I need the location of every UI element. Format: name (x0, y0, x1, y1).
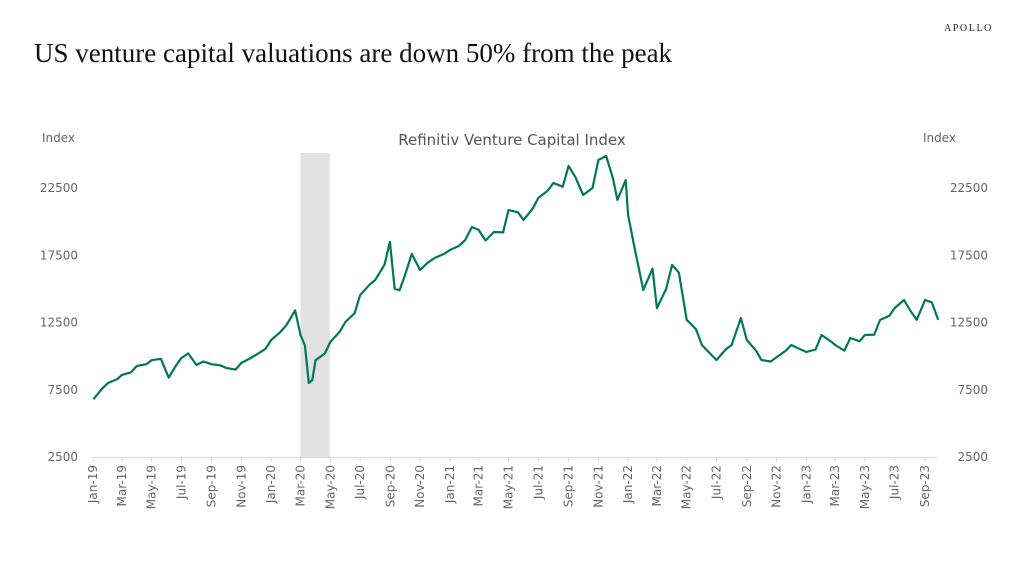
x-tick-label: Jan-23 (799, 465, 813, 504)
y-tick-label-right: 7500 (957, 383, 988, 397)
x-tick-label: May-22 (680, 465, 694, 509)
x-tick-label: Mar-22 (650, 465, 664, 506)
x-tick-label: Nov-22 (770, 465, 784, 508)
x-tick-label: Mar-23 (828, 465, 842, 506)
y-tick-label-left: 2500 (47, 450, 78, 464)
y-tick-label-left: 17500 (40, 248, 78, 262)
x-tick-label: Sep-19 (205, 465, 219, 507)
x-tick-label: Jul-20 (353, 465, 367, 500)
x-tick-label: Jul-19 (174, 465, 188, 500)
left-axis-label: Index (42, 131, 75, 145)
chart-title: Refinitiv Venture Capital Index (398, 131, 626, 149)
x-tick-label: Sep-22 (740, 465, 754, 507)
series-line (92, 154, 940, 400)
x-tick-label: Mar-20 (294, 465, 308, 506)
x-tick-label: Nov-19 (234, 465, 248, 508)
page-title: US venture capital valuations are down 5… (34, 38, 673, 68)
x-tick-label: Jul-22 (710, 465, 724, 500)
y-tick-label-right: 17500 (950, 248, 988, 262)
x-tick-label: Jul-23 (888, 465, 902, 500)
x-tick-label: Sep-20 (383, 465, 397, 507)
x-tick-label: Jan-20 (264, 465, 278, 504)
x-tick-label: Jan-22 (621, 465, 635, 504)
x-tick-label: Sep-23 (918, 465, 932, 507)
shaded-region (300, 153, 330, 457)
x-tick-label: Sep-21 (562, 465, 576, 507)
x-tick-label: May-19 (145, 465, 159, 509)
x-tick-label: Mar-21 (472, 465, 486, 506)
apollo-logo: APOLLO (943, 23, 993, 34)
y-tick-label-left: 12500 (40, 316, 78, 330)
right-axis-label: Index (923, 131, 956, 145)
x-tick-label: Jan-19 (86, 465, 100, 504)
x-tick-label: Nov-20 (413, 465, 427, 508)
y-tick-label-right: 22500 (950, 181, 988, 195)
x-tick-label: Mar-19 (115, 465, 129, 506)
y-tick-label-left: 7500 (47, 383, 78, 397)
x-tick-label: Nov-21 (591, 465, 605, 508)
x-tick-label: May-23 (858, 465, 872, 509)
x-tick-label: Jul-21 (531, 465, 545, 500)
y-tick-label-right: 12500 (950, 316, 988, 330)
x-tick-label: May-21 (502, 465, 516, 509)
y-tick-label-right: 2500 (957, 450, 988, 464)
y-tick-label-left: 22500 (40, 181, 78, 195)
x-tick-label: Jan-21 (443, 465, 457, 504)
x-tick-label: May-20 (323, 465, 337, 509)
